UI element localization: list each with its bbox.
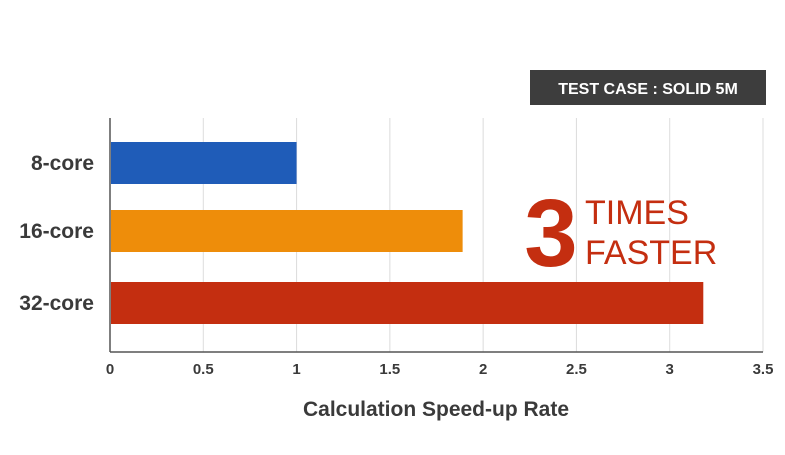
speedup-annotation: 3 TIMES FASTER	[524, 180, 717, 287]
x-tick-label: 0.5	[193, 361, 214, 378]
x-tick-label: 3	[666, 361, 674, 378]
x-tick-label: 0	[106, 361, 114, 378]
annotation-times: TIMES	[585, 194, 689, 232]
category-label-32-core: 32-core	[19, 292, 94, 315]
x-tick-label: 2	[479, 361, 487, 378]
annotation-faster: FASTER	[585, 234, 717, 272]
annotation-number: 3	[524, 180, 577, 287]
x-axis-title: Calculation Speed-up Rate	[303, 398, 569, 421]
x-tick-label: 1.5	[379, 361, 400, 378]
test-case-badge: TEST CASE : SOLID 5M	[530, 70, 766, 105]
category-label-8-core: 8-core	[31, 152, 94, 175]
bar-32-core	[111, 282, 704, 324]
bar-16-core	[111, 210, 463, 252]
test-case-badge-bg	[530, 70, 766, 105]
test-case-badge-label: TEST CASE : SOLID 5M	[558, 81, 738, 98]
category-labels: 8-core 16-core 32-core	[19, 152, 94, 315]
bars	[111, 142, 704, 324]
x-tick-label: 3.5	[753, 361, 774, 378]
x-tick-labels: 0 0.5 1 1.5 2 2.5 3 3.5	[106, 361, 774, 378]
category-label-16-core: 16-core	[19, 220, 94, 243]
x-tick-label: 1	[292, 361, 300, 378]
x-tick-label: 2.5	[566, 361, 587, 378]
bar-8-core	[111, 142, 297, 184]
